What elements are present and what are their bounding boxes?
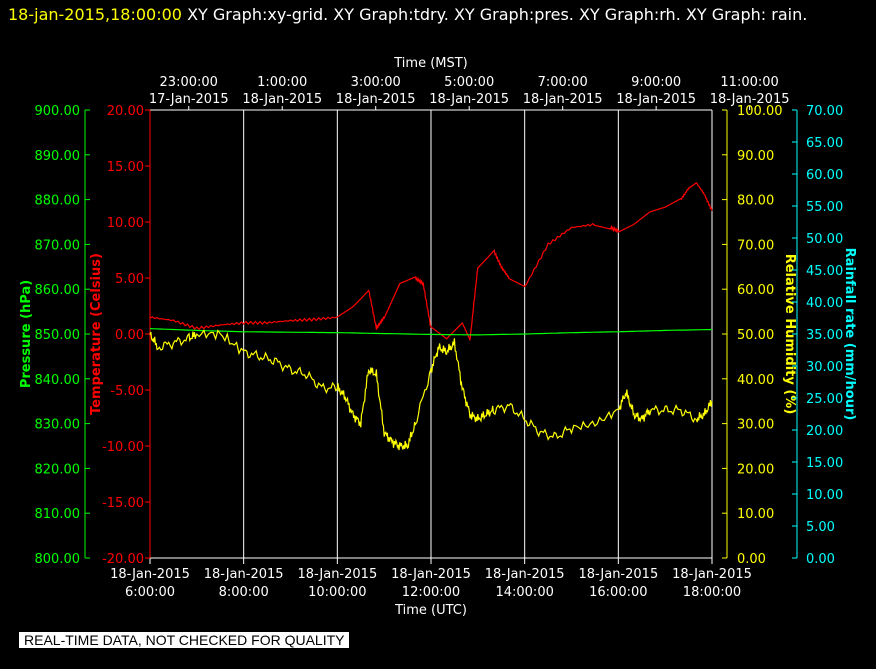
bottom-axis-title: Time (UTC) [394, 603, 467, 618]
humidity-tick-label: 40.00 [737, 373, 774, 388]
pressure-tick-label: 820.00 [35, 462, 81, 477]
chart-header: 18-jan-2015,18:00:00 XY Graph:xy-grid. X… [8, 2, 868, 28]
pressure-tick-label: 810.00 [35, 507, 81, 522]
pressure-tick-label: 890.00 [35, 149, 81, 164]
bottom-tick-date: 18-Jan-2015 [485, 567, 565, 582]
temperature-tick-label: 10.00 [107, 216, 144, 231]
humidity-tick-label: 70.00 [737, 238, 774, 253]
rainfall-tick-label: 50.00 [806, 232, 843, 247]
axes: 18-Jan-2015 6:00:00 18-Jan-2015 8:00:00 18-J… [19, 56, 857, 618]
pressure-tick-label: 850.00 [35, 328, 81, 343]
humidity-tick-label: 50.00 [737, 328, 774, 343]
pressure-tick-label: 860.00 [35, 283, 81, 298]
rainfall-tick-label: 20.00 [806, 424, 843, 439]
rainfall-tick-label: 65.00 [806, 136, 843, 151]
rainfall-tick-label: 15.00 [806, 456, 843, 471]
bottom-tick-time: 8:00:00 [219, 585, 269, 600]
header-graph-list: XY Graph:xy-grid. XY Graph:tdry. XY Grap… [187, 5, 808, 24]
temperature-tick-label: 15.00 [107, 160, 144, 175]
humidity-tick-label: 0.00 [737, 552, 766, 567]
top-tick-time: 7:00:00 [538, 75, 588, 90]
humidity-tick-label: 90.00 [737, 149, 774, 164]
top-tick-date: 18-Jan-2015 [242, 92, 322, 107]
rainfall-tick-label: 25.00 [806, 392, 843, 407]
temperature-axis-title: Temperature (Celsius) [89, 253, 104, 415]
bottom-tick-date: 18-Jan-2015 [672, 567, 752, 582]
bottom-tick-date: 18-Jan-2015 [578, 567, 658, 582]
temperature-tick-label: -20.00 [102, 552, 144, 567]
bottom-tick-date: 18-Jan-2015 [204, 567, 284, 582]
top-tick-time: 1:00:00 [257, 75, 307, 90]
quality-disclaimer: REAL-TIME DATA, NOT CHECKED FOR QUALITY [19, 632, 350, 648]
temperature-series-line [149, 182, 713, 341]
rainfall-tick-label: 30.00 [806, 360, 843, 375]
temperature-tick-label: -5.00 [110, 384, 144, 399]
humidity-axis-title: Relative Humidity (%) [782, 254, 797, 415]
humidity-tick-label: 20.00 [737, 462, 774, 477]
rainfall-tick-label: 35.00 [806, 328, 843, 343]
humidity-tick-label: 10.00 [737, 507, 774, 522]
pressure-tick-label: 870.00 [35, 238, 81, 253]
temperature-tick-label: 5.00 [115, 272, 144, 287]
temperature-tick-label: 20.00 [107, 104, 144, 119]
humidity-tick-label: 80.00 [737, 194, 774, 209]
temperature-tick-label: -10.00 [102, 440, 144, 455]
top-tick-date: 18-Jan-2015 [429, 92, 509, 107]
top-tick-time: 11:00:00 [720, 75, 778, 90]
pressure-tick-label: 830.00 [35, 418, 81, 433]
top-tick-date: 17-Jan-2015 [149, 92, 229, 107]
rainfall-tick-label: 5.00 [806, 520, 835, 535]
rainfall-tick-label: 55.00 [806, 200, 843, 215]
top-tick-time: 3:00:00 [351, 75, 401, 90]
pressure-tick-label: 880.00 [35, 194, 81, 209]
top-axis-title: Time (MST) [393, 56, 468, 71]
top-tick-date: 18-Jan-2015 [616, 92, 696, 107]
bottom-tick-date: 18-Jan-2015 [110, 567, 190, 582]
pressure-axis-title: Pressure (hPa) [19, 280, 34, 388]
rainfall-tick-label: 0.00 [806, 552, 835, 567]
top-tick-time: 5:00:00 [444, 75, 494, 90]
bottom-tick-time: 10:00:00 [308, 585, 366, 600]
top-tick-date: 18-Jan-2015 [710, 92, 790, 107]
rainfall-tick-label: 40.00 [806, 296, 843, 311]
pressure-tick-label: 840.00 [35, 373, 81, 388]
top-tick-time: 23:00:00 [160, 75, 218, 90]
pressure-series-line [149, 328, 713, 336]
bottom-tick-date: 18-Jan-2015 [297, 567, 377, 582]
pressure-tick-label: 900.00 [35, 104, 81, 119]
rainfall-tick-label: 45.00 [806, 264, 843, 279]
humidity-tick-label: 100.00 [737, 104, 783, 119]
rainfall-axis-title: Rainfall rate (mm/hour) [842, 248, 857, 421]
header-timestamp: 18-jan-2015,18:00:00 [8, 5, 182, 24]
rainfall-tick-label: 70.00 [806, 104, 843, 119]
humidity-tick-label: 30.00 [737, 418, 774, 433]
humidity-series-line [149, 329, 713, 451]
data-series [149, 182, 713, 451]
temperature-tick-label: -15.00 [102, 496, 144, 511]
bottom-tick-time: 14:00:00 [495, 585, 553, 600]
pressure-tick-label: 800.00 [35, 552, 81, 567]
top-tick-date: 18-Jan-2015 [336, 92, 416, 107]
bottom-tick-time: 18:00:00 [683, 585, 741, 600]
rainfall-tick-label: 10.00 [806, 488, 843, 503]
bottom-tick-date: 18-Jan-2015 [391, 567, 471, 582]
bottom-tick-time: 12:00:00 [402, 585, 460, 600]
bottom-tick-time: 16:00:00 [589, 585, 647, 600]
bottom-tick-time: 6:00:00 [125, 585, 175, 600]
top-tick-time: 9:00:00 [631, 75, 681, 90]
rainfall-tick-label: 60.00 [806, 168, 843, 183]
humidity-tick-label: 60.00 [737, 283, 774, 298]
temperature-tick-label: 0.00 [115, 328, 144, 343]
top-tick-date: 18-Jan-2015 [523, 92, 603, 107]
